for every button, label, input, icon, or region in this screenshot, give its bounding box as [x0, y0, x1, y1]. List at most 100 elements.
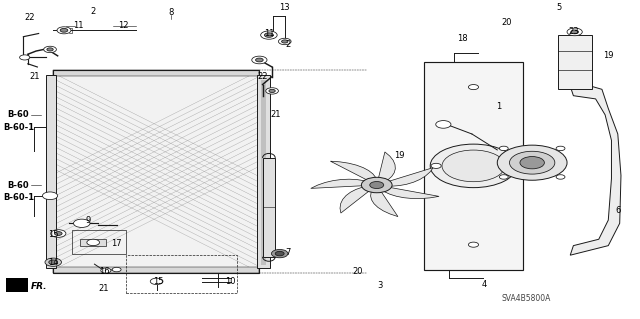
Text: 22: 22: [24, 13, 35, 22]
Bar: [81, 239, 106, 246]
Text: 10: 10: [225, 277, 236, 286]
Circle shape: [269, 89, 275, 93]
Text: 11: 11: [264, 29, 274, 38]
Text: 3: 3: [377, 281, 383, 290]
Circle shape: [468, 85, 479, 90]
Text: 11: 11: [74, 21, 84, 30]
Circle shape: [282, 40, 288, 43]
Text: B-60-1: B-60-1: [3, 123, 34, 132]
Text: 14: 14: [48, 258, 58, 267]
Circle shape: [42, 192, 58, 200]
Text: FR.: FR.: [31, 282, 47, 291]
Circle shape: [499, 175, 508, 179]
Circle shape: [271, 249, 288, 258]
Bar: [557, 35, 593, 89]
Circle shape: [567, 28, 582, 36]
Text: 22: 22: [257, 72, 268, 81]
Polygon shape: [371, 190, 398, 217]
Text: 21: 21: [29, 72, 40, 81]
Text: 5: 5: [556, 4, 561, 12]
Circle shape: [87, 239, 100, 246]
Bar: [126, 255, 237, 293]
Bar: [72, 230, 126, 254]
Text: 20: 20: [502, 18, 512, 27]
Circle shape: [506, 163, 516, 168]
Text: B-60: B-60: [8, 181, 29, 189]
Text: 17: 17: [111, 239, 122, 248]
Circle shape: [556, 146, 565, 151]
Circle shape: [499, 146, 508, 151]
Circle shape: [275, 251, 284, 256]
Text: 19: 19: [603, 51, 614, 60]
Polygon shape: [340, 187, 371, 213]
Circle shape: [431, 163, 441, 168]
Circle shape: [54, 232, 62, 235]
Polygon shape: [386, 167, 433, 186]
Circle shape: [45, 258, 61, 266]
Text: 23: 23: [568, 27, 579, 36]
Text: 18: 18: [457, 34, 468, 43]
Bar: [262, 158, 275, 257]
Circle shape: [468, 242, 479, 247]
Circle shape: [497, 145, 567, 180]
Text: 21: 21: [270, 110, 280, 119]
Text: 8: 8: [168, 8, 173, 17]
Polygon shape: [378, 152, 396, 181]
Circle shape: [264, 33, 273, 37]
Bar: [53, 267, 259, 273]
Text: B-60-1: B-60-1: [3, 193, 34, 202]
Text: 20: 20: [353, 267, 363, 276]
Circle shape: [44, 46, 56, 53]
Text: 2: 2: [90, 7, 96, 16]
Circle shape: [362, 177, 392, 193]
Circle shape: [255, 58, 263, 62]
Circle shape: [100, 268, 111, 273]
Text: 2: 2: [285, 40, 291, 49]
Text: 12: 12: [118, 21, 128, 30]
Circle shape: [49, 260, 58, 264]
Text: 7: 7: [285, 248, 291, 256]
Circle shape: [260, 31, 277, 39]
Circle shape: [442, 150, 505, 182]
Polygon shape: [311, 179, 368, 189]
Circle shape: [436, 121, 451, 128]
Circle shape: [150, 278, 163, 285]
Text: 6: 6: [615, 206, 621, 215]
Circle shape: [51, 230, 66, 237]
Text: 9: 9: [86, 216, 91, 225]
Polygon shape: [330, 161, 376, 181]
Bar: [53, 70, 259, 76]
Bar: [424, 62, 523, 270]
Circle shape: [520, 157, 545, 169]
Text: 13: 13: [280, 3, 290, 11]
Polygon shape: [0, 278, 28, 292]
Bar: [53, 70, 259, 273]
Polygon shape: [382, 187, 439, 198]
Circle shape: [509, 151, 555, 174]
Circle shape: [556, 175, 565, 179]
Bar: [53, 70, 259, 273]
Bar: [53, 70, 259, 273]
Text: B-60: B-60: [8, 110, 29, 119]
Circle shape: [74, 219, 90, 227]
Circle shape: [278, 38, 291, 45]
Circle shape: [370, 182, 384, 189]
Circle shape: [571, 30, 579, 34]
Text: 19: 19: [394, 151, 404, 160]
Text: 1: 1: [497, 102, 502, 111]
Circle shape: [252, 56, 267, 64]
Circle shape: [20, 55, 29, 60]
Text: 15: 15: [152, 277, 163, 286]
Circle shape: [112, 267, 121, 272]
Circle shape: [60, 28, 68, 32]
Circle shape: [430, 144, 516, 188]
Bar: [257, 75, 269, 268]
Polygon shape: [570, 83, 621, 255]
Circle shape: [57, 27, 71, 34]
Circle shape: [266, 88, 278, 94]
Text: 21: 21: [99, 284, 109, 293]
Bar: [260, 80, 266, 265]
Circle shape: [47, 48, 53, 51]
Text: 4: 4: [482, 280, 487, 289]
Bar: [45, 75, 56, 268]
